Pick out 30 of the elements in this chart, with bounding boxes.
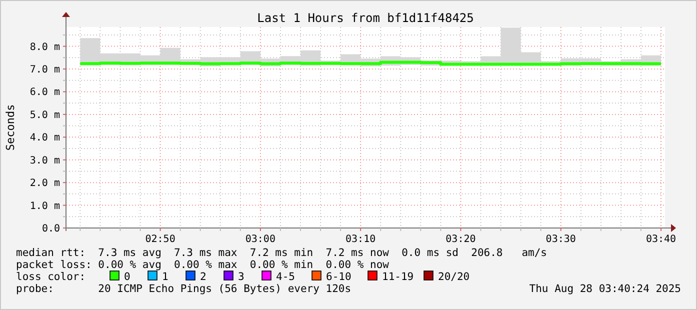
- x-tick-label: 03:30: [546, 234, 576, 245]
- text: 11-19: [382, 271, 414, 283]
- text: 0: [124, 271, 130, 283]
- x-tick-label: 03:10: [346, 234, 376, 245]
- text: 3: [238, 271, 244, 283]
- text: 4-5: [276, 271, 295, 283]
- y-tick-label: 0.0: [42, 224, 60, 234]
- chart-title: Last 1 Hours from bf1d11f48425: [257, 11, 474, 25]
- y-tick-label: 8.0 m: [30, 42, 60, 53]
- y-axis-title: Seconds: [4, 104, 17, 151]
- y-tick-label: 4.0 m: [30, 132, 60, 144]
- text: Thu Aug 28 03:40:24 2025: [529, 283, 681, 295]
- text: probe: 20 ICMP Echo Pings (56 Bytes) every 120s: [16, 283, 352, 295]
- y-tick-label: 5.0 m: [30, 110, 60, 121]
- x-tick-label: 02:50: [145, 234, 176, 245]
- text: packet loss: 0.00 % avg 0.00 % max 0.00 % min 0.00 % now: [16, 259, 390, 271]
- text: 1: [162, 271, 168, 283]
- y-tick-label: 1.0 m: [30, 200, 60, 212]
- y-tick-label: 3.0 m: [30, 155, 60, 166]
- text: loss color:: [16, 271, 86, 283]
- y-tick-label: 2.0 m: [30, 178, 60, 190]
- y-tick-label: 6.0 m: [30, 87, 60, 98]
- y-tick-label: 7.0 m: [30, 64, 60, 76]
- x-tick-label: 03:40: [646, 234, 676, 245]
- x-tick-label: 03:20: [446, 234, 476, 245]
- text: 6-10: [326, 271, 352, 283]
- text: median rtt: 7.3 ms avg 7.3 ms max 7.2 ms min 7.2 ms now 0.0 ms sd 206.8 am/s: [16, 247, 548, 259]
- x-tick-label: 03:00: [245, 234, 276, 245]
- text: 20/20: [438, 271, 470, 283]
- text: 2: [200, 271, 206, 283]
